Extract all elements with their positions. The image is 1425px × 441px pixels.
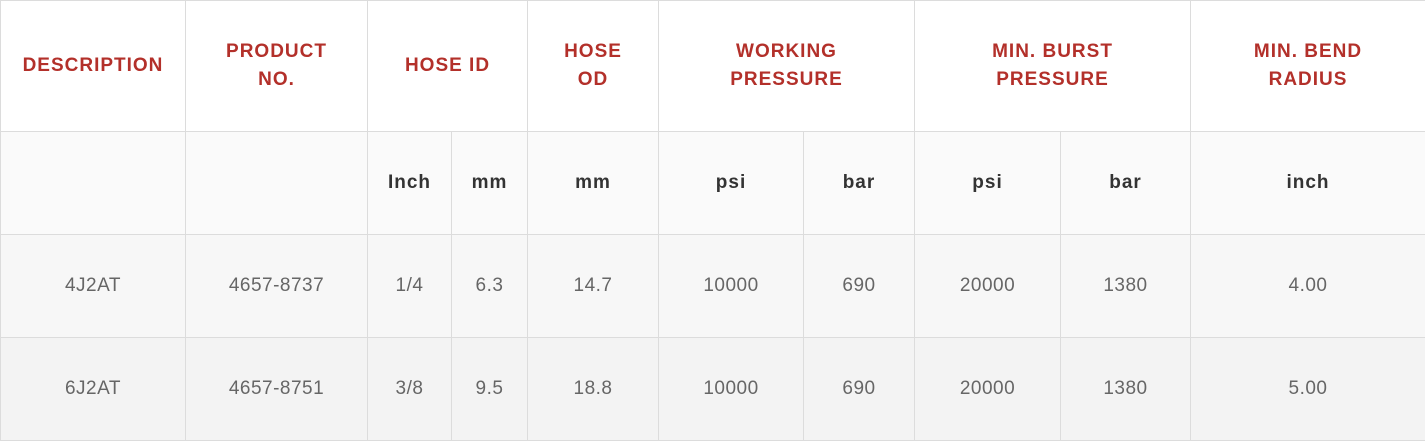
unit-working-psi: psi [658,131,804,235]
header-hose-od: HOSE OD [527,0,659,132]
header-min-burst-line2: PRESSURE [996,69,1109,90]
header-min-bend-radius: MIN. BEND RADIUS [1190,0,1425,132]
unit-hose-od-mm: mm [527,131,659,235]
header-min-bend-line2: RADIUS [1268,69,1348,90]
header-product-no-line2: NO. [258,69,295,90]
header-working-pressure-line2: PRESSURE [730,69,843,90]
cell-burst-psi: 20000 [914,234,1061,338]
cell-hose-od-mm: 14.7 [527,234,659,338]
unit-description-empty [0,131,186,235]
header-hose-id-label: HOSE ID [404,55,491,76]
cell-hose-od-mm: 18.8 [527,337,659,441]
cell-burst-bar: 1380 [1059,234,1192,338]
cell-hose-id-mm: 6.3 [451,234,528,338]
cell-hose-id-mm: 9.5 [451,337,528,441]
unit-burst-bar: bar [1059,131,1192,235]
unit-product-no-empty [185,131,368,235]
table-row: 6J2AT 4657-8751 3/8 9.5 18.8 10000 690 2… [0,337,1425,441]
cell-burst-psi: 20000 [914,337,1061,441]
unit-burst-psi: psi [914,131,1061,235]
header-description: DESCRIPTION [0,0,186,132]
header-min-burst-line1: MIN. BURST [992,41,1113,62]
header-product-no-line1: PRODUCT [226,41,327,62]
cell-description: 4J2AT [0,234,186,338]
cell-working-bar: 690 [803,337,915,441]
cell-burst-bar: 1380 [1059,337,1192,441]
cell-product-no: 4657-8737 [185,234,368,338]
cell-working-psi: 10000 [658,337,804,441]
cell-bend-inch: 5.00 [1190,337,1425,441]
header-hose-id: HOSE ID [367,0,528,132]
cell-product-no: 4657-8751 [185,337,368,441]
header-hose-od-line2: OD [577,69,609,90]
table-row: 4J2AT 4657-8737 1/4 6.3 14.7 10000 690 2… [0,234,1425,338]
units-row: Inch mm mm psi bar psi bar inch [0,131,1425,235]
header-working-pressure-line1: WORKING [736,41,837,62]
unit-hose-id-inch: Inch [367,131,452,235]
unit-hose-id-mm: mm [451,131,528,235]
header-row: DESCRIPTION PRODUCT NO. HOSE ID HOSE OD … [0,0,1425,132]
header-hose-od-line1: HOSE [564,41,622,62]
cell-hose-id-inch: 1/4 [367,234,452,338]
unit-bend-inch: inch [1190,131,1425,235]
cell-working-bar: 690 [803,234,915,338]
cell-bend-inch: 4.00 [1190,234,1425,338]
header-working-pressure: WORKING PRESSURE [658,0,915,132]
cell-description: 6J2AT [0,337,186,441]
unit-working-bar: bar [803,131,915,235]
header-min-burst-pressure: MIN. BURST PRESSURE [913,0,1192,132]
cell-working-psi: 10000 [658,234,804,338]
header-description-label: DESCRIPTION [22,55,164,76]
header-min-bend-line1: MIN. BEND [1253,41,1363,62]
header-product-no: PRODUCT NO. [185,0,368,132]
cell-hose-id-inch: 3/8 [367,337,452,441]
